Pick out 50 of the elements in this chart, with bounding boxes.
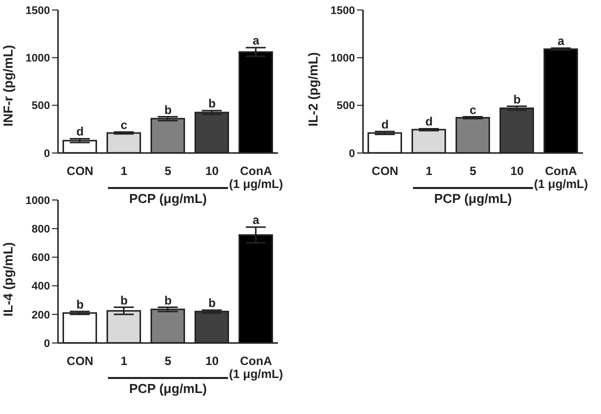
y-tick-label: 1500: [330, 4, 355, 17]
x-tick-label: CON: [66, 164, 94, 178]
x-tick-label: 1: [120, 354, 128, 368]
annotation: b: [164, 102, 172, 117]
x-tick-label: ConA (1 μg/mL): [228, 164, 284, 191]
annotation: b: [76, 298, 84, 312]
y-tick-label: 500: [32, 100, 50, 112]
y-tick-label: 0: [44, 338, 50, 350]
x-tick-label: CON: [66, 354, 94, 368]
x-axis-title: PCP (μg/mL): [433, 191, 513, 206]
x-tick-label: 10: [205, 354, 219, 368]
x-axis-title: PCP (μg/mL): [128, 191, 208, 206]
y-axis-title: IL-4 (pg/mL): [0, 242, 16, 316]
x-tick-label: CON: [372, 164, 398, 178]
y-axis-title: IL-2 (pg/mL): [306, 52, 321, 126]
annotation: b: [208, 296, 216, 310]
y-tick-label: 600: [32, 252, 50, 264]
annotation: d: [76, 124, 84, 139]
annotation: a: [252, 213, 260, 228]
x-tick-label: 5: [470, 164, 477, 178]
x-tick-label: 1: [426, 164, 433, 178]
annotation: b: [208, 96, 216, 111]
x-tick-label: 10: [510, 164, 524, 178]
annotation: a: [252, 34, 260, 48]
annotation: d: [425, 114, 433, 129]
annotation: a: [558, 34, 565, 48]
x-axis-title: PCP (μg/mL): [128, 381, 208, 396]
x-tick-label: ConA (1 μg/mL): [228, 354, 284, 381]
y-tick-label: 1500: [26, 4, 50, 17]
x-tick-label: 5: [164, 164, 172, 178]
annotation: d: [381, 118, 389, 132]
y-tick-label: 1000: [330, 52, 355, 65]
y-tick-label: 500: [336, 100, 355, 112]
y-tick-label: 1000: [26, 52, 50, 65]
annotation: b: [513, 92, 521, 106]
annotation: b: [164, 293, 172, 308]
y-tick-label: 200: [32, 309, 50, 322]
y-axis-title: INF-r (pg/mL): [0, 44, 16, 126]
x-tick-label: 5: [164, 354, 172, 368]
y-tick-label: 400: [32, 280, 50, 293]
annotation: b: [120, 293, 128, 308]
annotation: c: [470, 102, 477, 117]
x-tick-label: 1: [120, 164, 128, 178]
x-tick-label: 10: [205, 164, 219, 178]
x-tick-label: ConA (1 μg/mL): [534, 164, 588, 191]
y-tick-label: 0: [348, 148, 355, 160]
y-tick-label: 0: [44, 148, 50, 160]
annotation: c: [120, 118, 128, 132]
y-tick-label: 1000: [26, 194, 50, 207]
y-tick-label: 800: [32, 224, 50, 236]
